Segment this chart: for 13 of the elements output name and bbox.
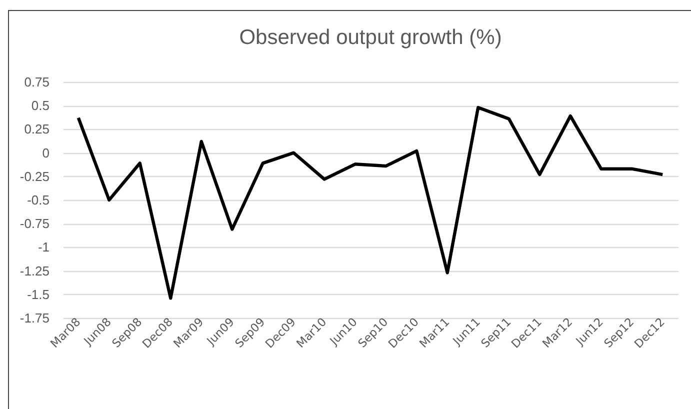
y-tick-label: 0 [42, 145, 50, 160]
y-tick-label: -0.75 [20, 216, 50, 232]
y-tick-label: 0.5 [31, 98, 50, 114]
y-tick-label: -1 [38, 240, 50, 255]
y-tick-label: 0.75 [24, 74, 50, 90]
y-tick-label: -0.25 [20, 168, 50, 184]
y-tick-label: -1.5 [27, 286, 50, 302]
y-tick-label: -1.75 [20, 310, 50, 326]
chart-title: Observed output growth (%) [239, 26, 502, 49]
y-tick-label: 0.25 [24, 122, 50, 137]
line-series [76, 106, 664, 300]
y-tick-label: -0.5 [27, 192, 50, 208]
y-tick-label: -1.25 [20, 263, 50, 278]
